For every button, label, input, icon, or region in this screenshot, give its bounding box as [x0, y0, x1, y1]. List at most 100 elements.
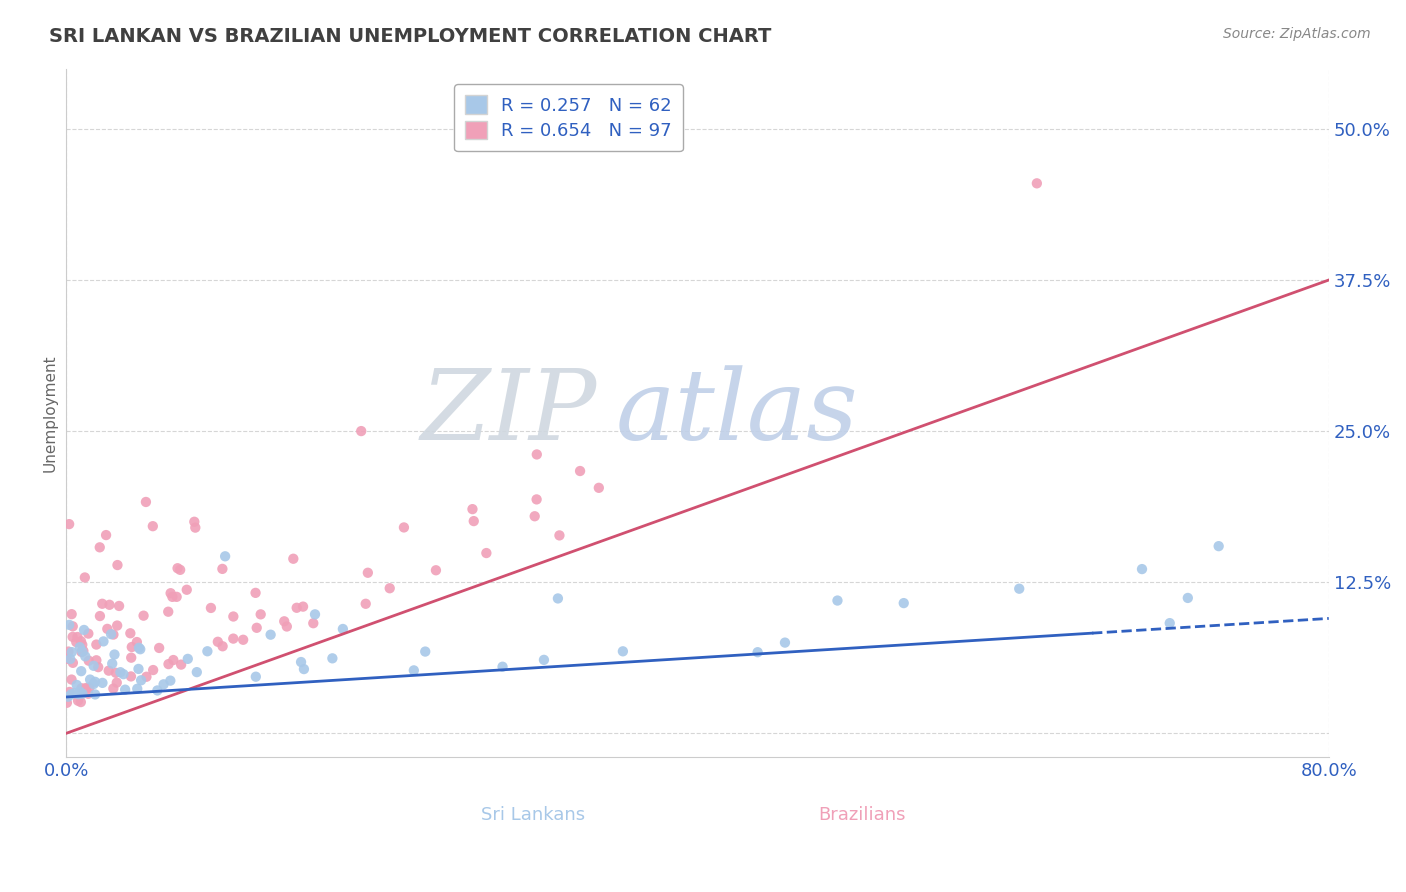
Point [77, 654, 100, 668]
Point [773, 635, 796, 649]
Point [162, 590, 184, 604]
Point [70, 664, 93, 678]
Point [98, 598, 121, 612]
Point [222, 609, 245, 624]
Point [157, 605, 180, 619]
Point [120, 669, 142, 683]
Point [66, 694, 89, 708]
Point [72, 644, 94, 658]
Point [110, 665, 132, 680]
Point [60, 607, 83, 622]
Point [491, 659, 513, 673]
Text: Sri Lankans: Sri Lankans [481, 805, 585, 823]
Point [211, 640, 233, 654]
Point [56, 652, 79, 666]
Point [162, 653, 184, 667]
Point [547, 591, 569, 606]
Point [60, 645, 83, 659]
Point [93, 634, 115, 648]
Point [200, 601, 222, 615]
Point [83, 677, 105, 691]
Point [107, 558, 129, 572]
Point [142, 663, 165, 677]
Point [177, 652, 200, 666]
Point [86, 638, 108, 652]
Point [357, 566, 380, 580]
Point [170, 657, 193, 672]
Point [84, 674, 107, 689]
Point [612, 644, 634, 658]
Point [77, 626, 100, 640]
Point [128, 640, 150, 655]
Point [169, 563, 191, 577]
Point [893, 596, 915, 610]
Point [827, 593, 849, 607]
Point [747, 645, 769, 659]
Point [89, 541, 111, 555]
Point [91, 676, 114, 690]
Point [1025, 177, 1047, 191]
Point [146, 683, 169, 698]
Point [285, 600, 308, 615]
Point [392, 520, 415, 534]
Point [159, 586, 181, 600]
Point [59, 652, 82, 666]
Point [232, 632, 254, 647]
Point [62, 619, 84, 633]
Point [75, 649, 97, 664]
Point [103, 627, 125, 641]
Point [211, 562, 233, 576]
Point [354, 597, 377, 611]
Point [166, 590, 188, 604]
Point [58, 618, 80, 632]
Point [378, 581, 401, 595]
Point [101, 657, 124, 671]
Point [152, 677, 174, 691]
Point [79, 681, 101, 695]
Point [70, 645, 93, 659]
Point [83, 658, 105, 673]
Point [132, 608, 155, 623]
Point [67, 687, 90, 701]
Point [332, 622, 354, 636]
Point [105, 675, 128, 690]
Point [73, 570, 96, 584]
Point [1130, 562, 1153, 576]
Point [125, 635, 148, 649]
Point [70, 634, 93, 648]
Point [402, 664, 425, 678]
Point [1008, 582, 1031, 596]
Point [183, 515, 205, 529]
Point [350, 424, 373, 438]
Point [533, 653, 555, 667]
Point [58, 517, 80, 532]
Point [72, 687, 94, 701]
Point [62, 630, 84, 644]
Point [60, 687, 83, 701]
Point [292, 599, 315, 614]
Point [129, 673, 152, 688]
Point [100, 627, 122, 641]
Text: Source: ZipAtlas.com: Source: ZipAtlas.com [1223, 27, 1371, 41]
Point [461, 502, 484, 516]
Point [121, 640, 143, 654]
Point [127, 662, 149, 676]
Point [159, 673, 181, 688]
Point [321, 651, 343, 665]
Point [77, 687, 100, 701]
Point [463, 514, 485, 528]
Point [135, 495, 157, 509]
Point [60, 673, 83, 687]
Point [129, 642, 152, 657]
Point [273, 615, 295, 629]
Point [148, 640, 170, 655]
Point [526, 447, 548, 461]
Point [96, 622, 118, 636]
Point [283, 551, 305, 566]
Point [58, 685, 80, 699]
Point [157, 657, 180, 672]
Point [249, 607, 271, 622]
Point [66, 630, 89, 644]
Point [1159, 616, 1181, 631]
Point [97, 664, 120, 678]
